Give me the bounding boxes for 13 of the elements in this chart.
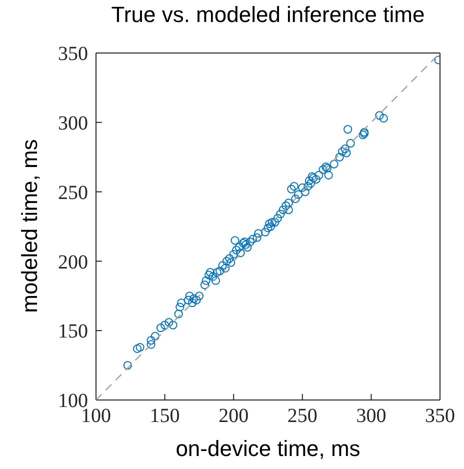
y-axis-title: modeled time, ms <box>17 139 43 313</box>
y-tick-label: 300 <box>58 112 88 134</box>
x-tick-label: 250 <box>287 405 318 428</box>
x-tick-label: 150 <box>150 405 180 428</box>
x-tick-label: 350 <box>425 405 455 428</box>
chart-title: True vs. modeled inference time <box>110 2 426 28</box>
x-tick-label: 300 <box>356 405 386 428</box>
x-tick-label: 200 <box>218 405 249 428</box>
y-tick-label: 350 <box>58 43 88 66</box>
y-tick-label: 250 <box>58 182 88 204</box>
y-tick-label: 150 <box>58 320 88 343</box>
x-axis-title: on-device time, ms <box>174 436 362 462</box>
y-tick-label: 200 <box>58 251 88 274</box>
